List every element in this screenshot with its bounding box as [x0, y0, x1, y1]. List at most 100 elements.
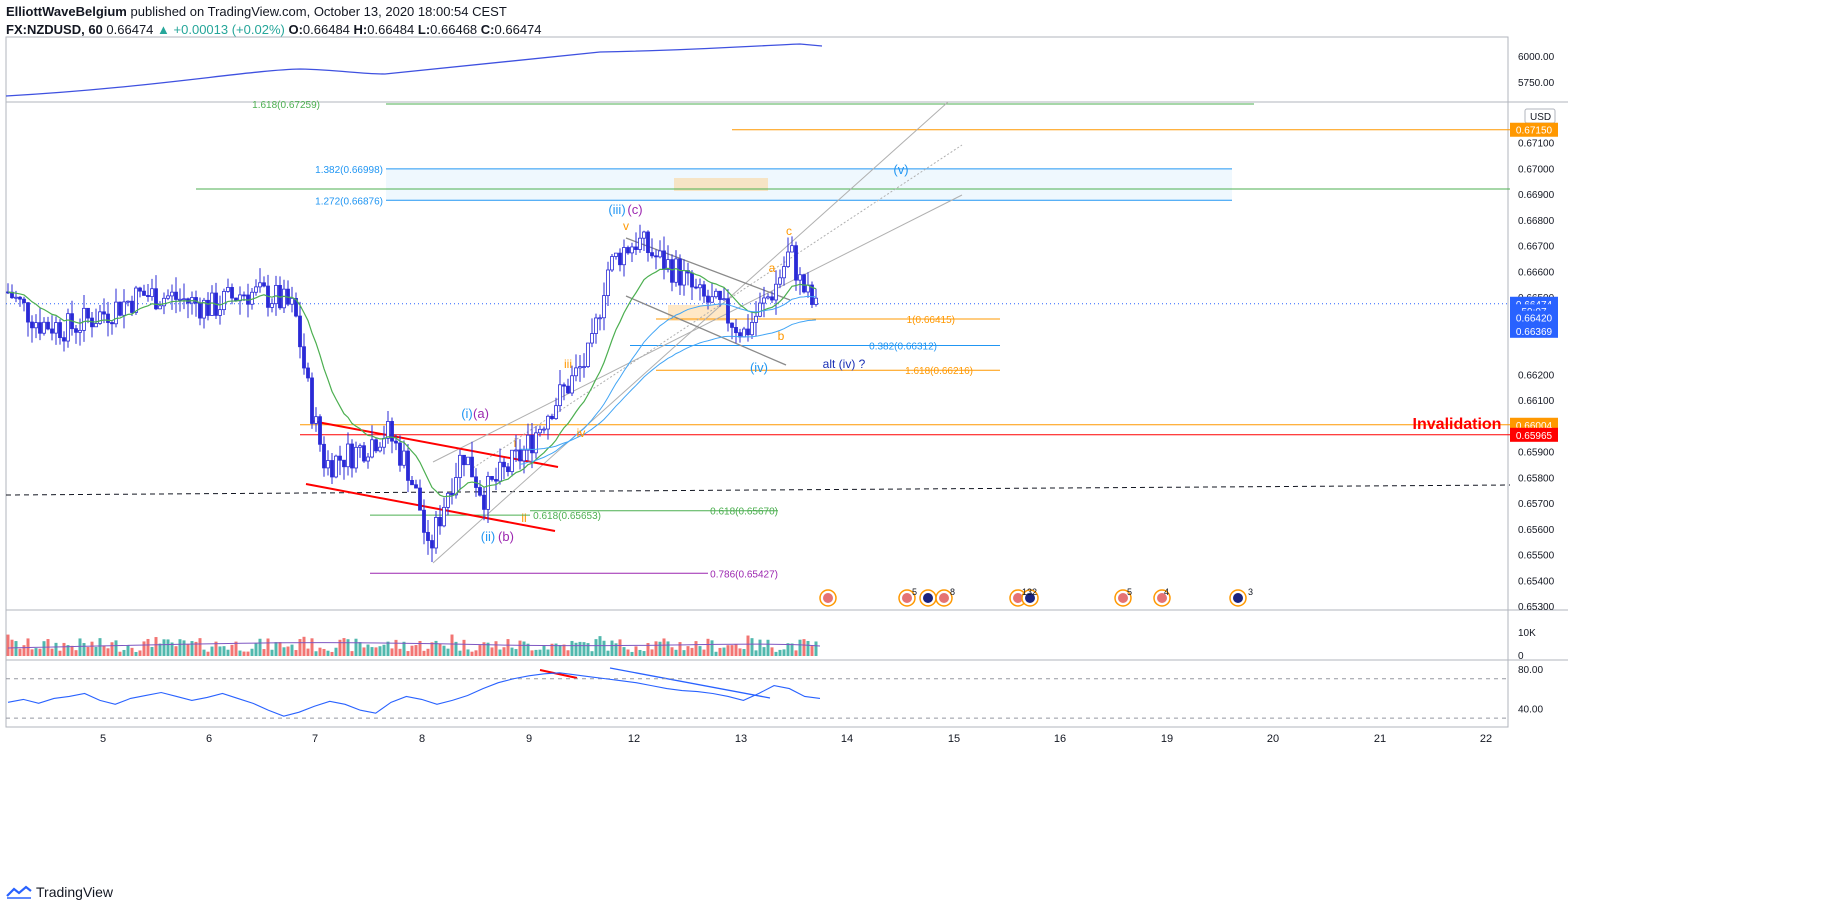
- wave-label: (c): [627, 202, 642, 217]
- candle-body: [574, 367, 578, 377]
- volume-bar: [810, 646, 814, 656]
- volume-bar: [458, 650, 462, 656]
- candle-body: [778, 277, 782, 285]
- volume-bar: [122, 649, 126, 656]
- volume-bar: [518, 640, 522, 656]
- volume-bar: [702, 649, 706, 656]
- wave-label: i: [514, 436, 517, 450]
- support-box: [668, 305, 728, 321]
- volume-bar: [170, 642, 174, 656]
- fib-level-label: 1(0.66415): [907, 315, 955, 326]
- candle-body: [102, 311, 106, 315]
- candle-body: [374, 439, 378, 452]
- rsi-divergence-line: [539, 669, 578, 679]
- volume-bar: [334, 647, 338, 656]
- candle-body: [638, 237, 642, 250]
- volume-bar: [554, 643, 558, 656]
- volume-bar: [758, 639, 762, 656]
- candle-body: [354, 446, 358, 469]
- volume-bar: [814, 641, 818, 656]
- candle-body: [306, 367, 310, 379]
- volume-bar: [346, 639, 350, 656]
- volume-bar: [638, 649, 642, 656]
- candle-body: [318, 416, 322, 445]
- candle-body: [762, 297, 766, 304]
- volume-bar: [794, 650, 798, 656]
- volume-bar: [750, 638, 754, 656]
- volume-bar: [202, 649, 206, 656]
- economic-event-flag: [939, 593, 949, 603]
- volume-bar: [390, 648, 394, 656]
- candle-body: [66, 313, 70, 342]
- candle-body: [718, 290, 722, 300]
- candle-body: [118, 301, 122, 316]
- volume-bar: [298, 639, 302, 656]
- volume-bar: [618, 639, 622, 656]
- volume-bar: [446, 648, 450, 656]
- volume-bar: [570, 640, 574, 656]
- candle-body: [746, 328, 750, 336]
- event-count-badge: 5: [1127, 587, 1132, 597]
- candle-body: [114, 301, 118, 325]
- candle-body: [594, 317, 598, 334]
- volume-bar: [126, 645, 130, 656]
- candle-body: [790, 245, 794, 253]
- volume-axis-tick: 10K: [1518, 628, 1536, 639]
- candle-body: [422, 509, 426, 533]
- wedge-line: [625, 295, 787, 366]
- volume-bar: [670, 647, 674, 656]
- candle-body: [294, 297, 298, 317]
- economic-event-flag: [1118, 593, 1128, 603]
- volume-bar: [162, 639, 166, 656]
- footer-brand[interactable]: TradingView: [36, 884, 114, 900]
- volume-bar: [402, 641, 406, 656]
- low-label: L:: [417, 22, 431, 37]
- candle-body: [694, 286, 698, 289]
- candle-body: [454, 477, 458, 496]
- volume-bar: [206, 651, 210, 656]
- volume-bar: [798, 639, 802, 656]
- price-tag-label: 0.66004: [1516, 421, 1553, 432]
- candle-body: [74, 328, 78, 333]
- volume-bar: [694, 641, 698, 656]
- symbol-name[interactable]: FX:NZDUSD, 60: [6, 22, 103, 37]
- volume-bar: [662, 638, 666, 656]
- candle-body: [670, 259, 674, 283]
- candle-body: [86, 307, 90, 319]
- volume-bar: [522, 641, 526, 656]
- candle-body: [242, 294, 246, 297]
- volume-bar: [358, 642, 362, 656]
- overlay-series-line: [5, 43, 823, 97]
- volume-bar: [674, 649, 678, 656]
- volume-bar: [578, 641, 582, 656]
- candle-body: [390, 421, 394, 442]
- volume-bar: [454, 641, 458, 656]
- candle-body: [726, 298, 730, 324]
- volume-bar: [418, 640, 422, 656]
- volume-bar: [498, 649, 502, 656]
- time-axis-tick: 20: [1267, 733, 1279, 745]
- volume-bar: [342, 638, 346, 656]
- publish-date: published on TradingView.com, October 13…: [130, 4, 507, 19]
- volume-bar: [730, 645, 734, 656]
- volume-bar: [766, 639, 770, 656]
- volume-bar: [214, 641, 218, 656]
- price-axis-tick: 0.65400: [1518, 576, 1555, 587]
- candle-body: [254, 286, 258, 293]
- candle-body: [150, 288, 154, 297]
- volume-bar: [426, 648, 430, 656]
- volume-bar: [62, 642, 66, 656]
- candle-body: [750, 321, 754, 336]
- time-axis-tick: 8: [419, 733, 425, 745]
- volume-bar: [482, 642, 486, 656]
- volume-average-line: [7, 642, 821, 649]
- candle-body: [634, 246, 638, 250]
- volume-bar: [714, 651, 718, 656]
- volume-bar: [778, 649, 782, 656]
- open-label: O:: [288, 22, 303, 37]
- volume-bar: [530, 650, 534, 656]
- volume-axis-tick: 0: [1518, 651, 1524, 662]
- author-name[interactable]: ElliottWaveBelgium: [6, 4, 127, 19]
- volume-bar: [94, 646, 98, 656]
